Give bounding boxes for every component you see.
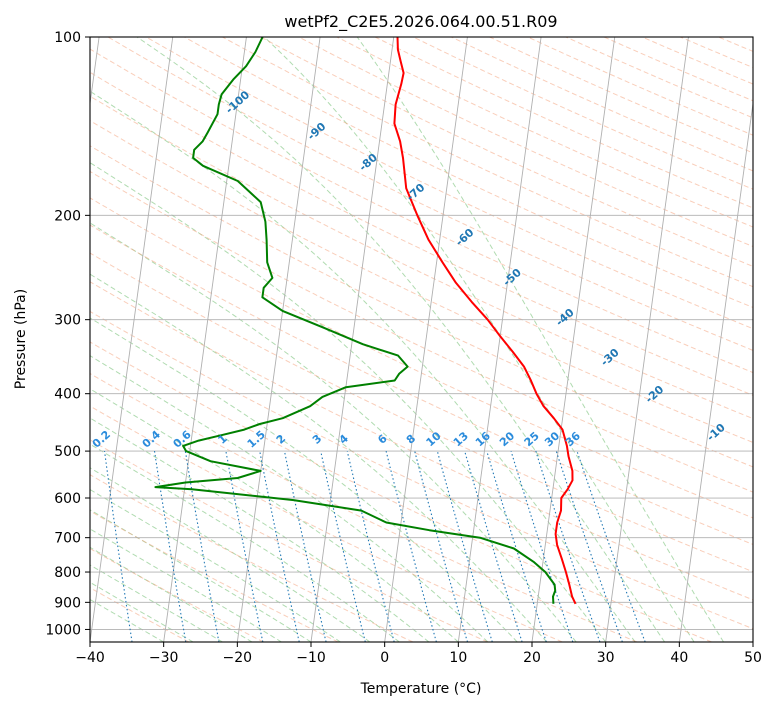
moist-adiabat-line [90,564,223,642]
chart-title: wetPf2_C2E5.2026.064.00.51.R09 [284,12,557,32]
dry-adiabat-line [90,405,563,642]
y-tick-label: 900 [54,595,81,611]
profile-lines [154,37,577,605]
mixing-ratio-line [103,451,133,642]
x-tick-label: 20 [523,650,541,666]
y-tick-label: 700 [54,531,81,547]
moist-adiabat-line [90,581,194,642]
mixing-ratio-line [576,450,646,642]
x-tick-label: −20 [223,650,253,666]
moist-adiabat-line [90,417,430,642]
dry-adiabat-line [90,170,753,493]
y-axis: 1000 900 800 700 600 500 400 300 200 100 [45,30,90,638]
temperature-profile-line [393,37,577,605]
y-tick-label: 200 [54,208,81,224]
mixing-ratio-line [320,450,366,642]
y-tick-label: 100 [54,30,81,46]
moist-adiabat-line [136,37,666,642]
dry-adiabat-line [90,120,753,444]
mixing-ratio-line [555,450,623,642]
mixing-ratio-line [346,450,395,642]
moist-adiabat-line [263,37,695,642]
x-tick-label: −30 [149,650,179,666]
mixing-ratio-line [436,450,493,642]
dry-adiabat-line [298,37,753,248]
dewpoint-profile-line [154,37,557,604]
isotherm-line [236,37,321,642]
pressure-gridlines [90,37,753,630]
isotherm-line [90,37,174,642]
dry-adiabat-line [336,37,753,228]
dry-adiabat-line [489,37,753,154]
x-axis-title: Temperature (°C) [360,681,482,697]
isotherms [90,37,753,642]
isotherm-line [531,37,616,642]
y-tick-label: 800 [54,565,81,581]
moist-adiabat-line [90,528,282,642]
dry-adiabat-line [107,37,753,351]
mixing-ratio-lines [103,450,646,642]
dry-adiabat-line [90,224,753,545]
y-tick-label: 600 [54,491,81,507]
moist-adiabat-line [90,90,636,642]
dry-adiabat-line [145,37,753,330]
moist-adiabat-line [90,317,518,642]
y-tick-label: 300 [54,313,81,329]
mixing-ratio-line [464,450,523,642]
dry-adiabat-line [90,474,414,642]
moist-adiabat-line [90,467,371,642]
y-tick-label: 1000 [45,622,81,638]
mixing-ratio-line [414,450,469,642]
isotherm-line [605,37,689,642]
dry-adiabat-line [374,37,753,209]
mixing-ratio-line [225,451,264,642]
y-tick-label: 500 [54,444,81,460]
y-tick-label: 400 [54,387,81,403]
x-tick-label: −40 [75,650,105,666]
moist-adiabat-line [90,388,459,642]
mixing-ratio-line [259,450,300,642]
isotherm-line [163,37,247,642]
moist-adiabat-line [356,37,724,642]
dry-adiabat-line [90,310,753,630]
x-tick-label: 50 [744,650,762,666]
x-tick-label: 30 [597,650,615,666]
dry-adiabat-line [90,439,488,642]
dry-adiabat-line [184,37,753,308]
dry-adiabat-line [90,252,753,573]
plot-frame [89,36,754,643]
isotherm-line [384,37,468,642]
mixing-ratio-line [535,450,601,642]
moist-adiabat-line [90,546,253,642]
moist-adiabat-line [90,222,577,642]
y-axis-title: Pressure (hPa) [13,289,29,389]
isotherm-line [678,100,753,642]
x-tick-label: −10 [296,650,326,666]
x-tick-label: 40 [670,650,688,666]
x-axis: −40 −30 −20 −10 0 10 20 30 40 50 [75,642,762,666]
x-tick-label: 10 [449,650,467,666]
mixing-ratio-line [486,450,547,642]
mixing-ratio-line [283,450,327,642]
mixing-ratio-line [510,450,574,642]
moist-adiabat-line [90,162,607,642]
dry-adiabat-line [90,48,753,374]
moist-adiabat-line [90,598,164,642]
dry-adiabat-line [90,95,753,420]
mixing-ratio-line [385,450,437,642]
dry-adiabat-line [90,145,753,468]
x-tick-label: 0 [380,650,389,666]
moist-adiabat-line [90,355,489,642]
dry-adiabat-line [90,510,339,642]
isotherm-line [457,37,542,642]
